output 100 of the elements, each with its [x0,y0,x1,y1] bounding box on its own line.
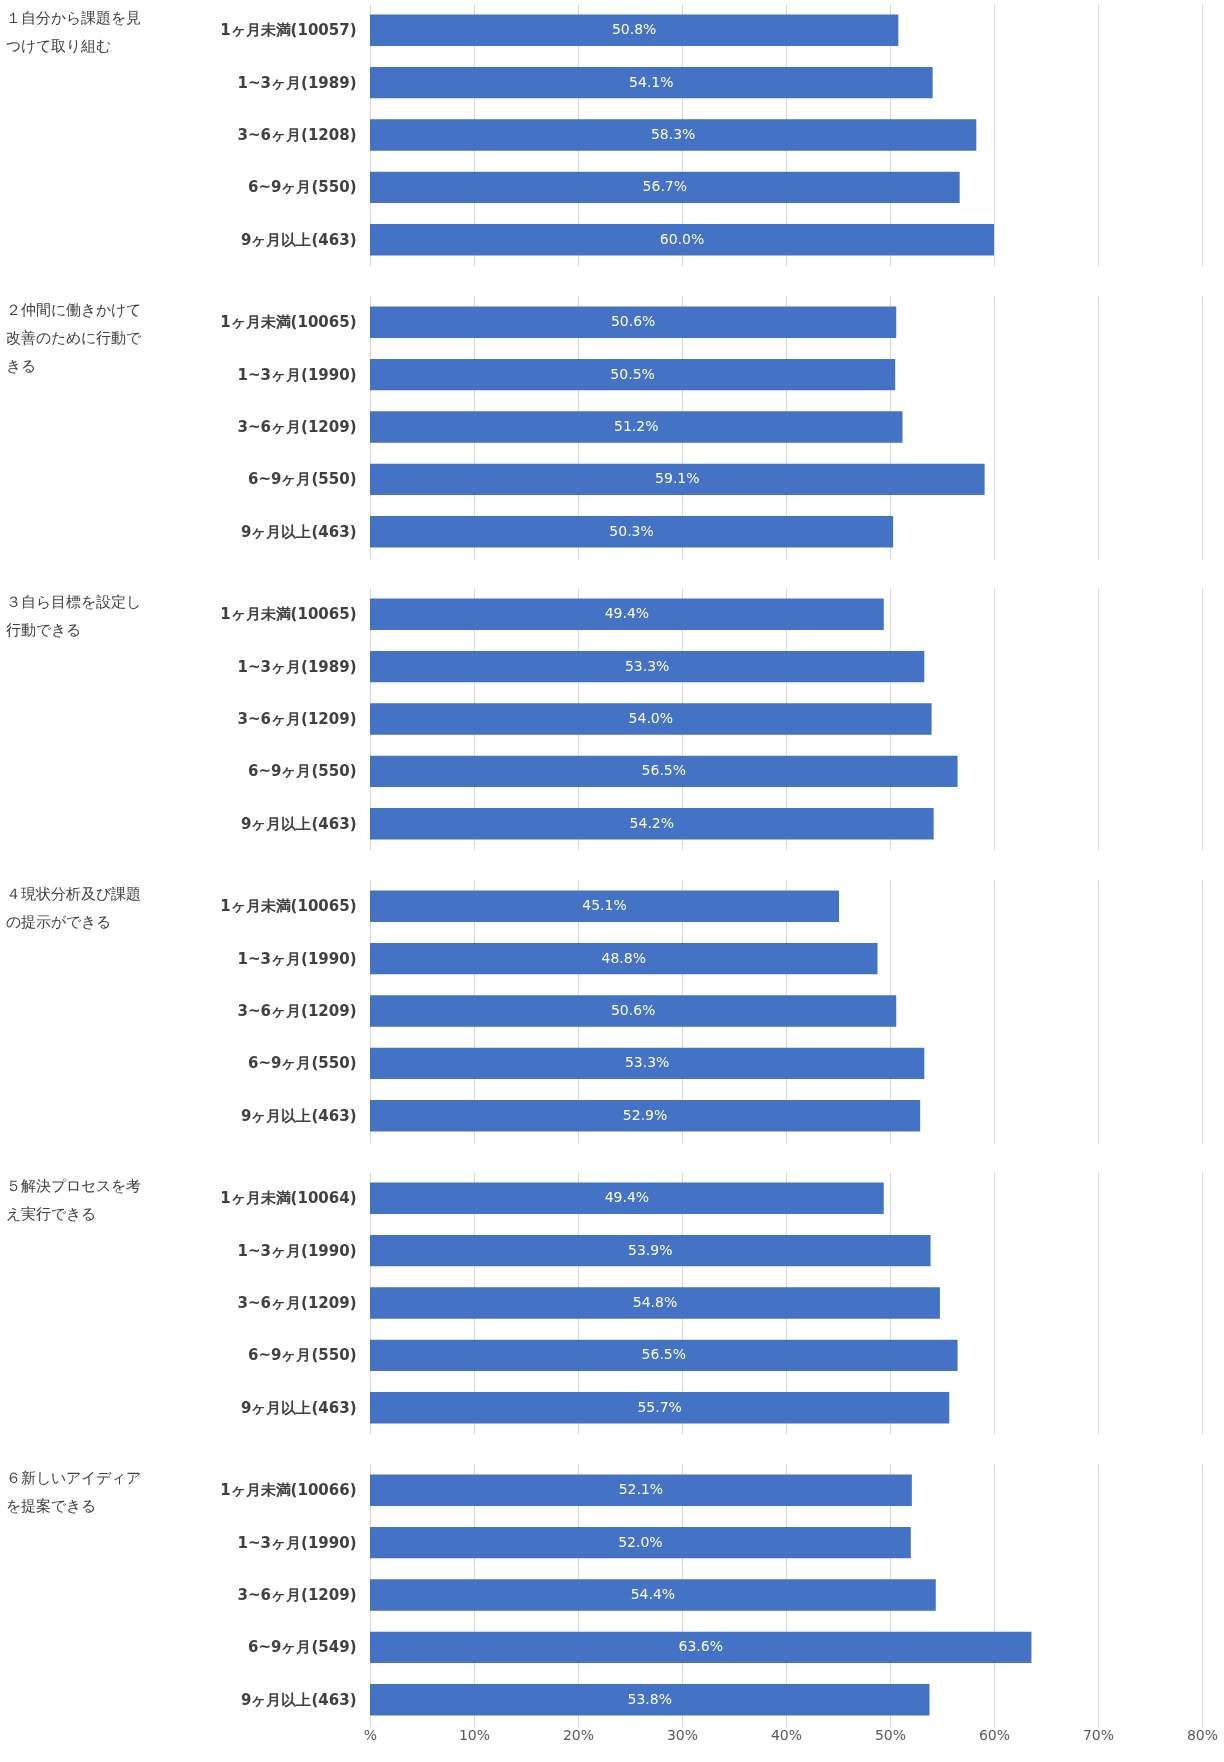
bar [370,942,878,975]
bar [370,66,933,99]
x-tick-label: % [363,1726,378,1743]
bar [370,1287,940,1319]
y-tick-label: 6~9ヶ月(549) [248,1638,357,1657]
y-tick-label: 1ヶ月未満(10065) [220,313,357,332]
x-tick-label: 40% [770,1726,803,1743]
data-label: 52.0% [618,1533,663,1550]
data-label: 56.5% [641,1346,687,1363]
y-tick-label: 6~9ヶ月(550) [248,178,357,197]
text: ４現状分析及び課題の提示ができる [5,884,141,931]
data-label: 48.8% [601,949,646,966]
y-tick-label: 9ヶ月以上(463) [241,230,357,249]
data-label: 53.3% [624,1054,670,1071]
x-tick-label: 20% [562,1726,595,1743]
data-label: 54.0% [628,710,674,726]
data-label: 55.7% [637,1398,682,1415]
bar [370,358,896,391]
data-label: 50.5% [610,365,655,382]
text: ６新しいアイディアを提案できる [5,1468,141,1515]
y-tick-label: 3~6ヶ月(1208) [237,126,357,144]
y-tick-label: 3~6ヶ月(1209) [237,1586,357,1604]
y-tick-label: 1~3ヶ月(1989) [237,657,357,676]
data-label: 59.1% [655,470,700,487]
bar [370,119,977,151]
bar [370,650,925,683]
data-label: 49.4% [604,1189,650,1206]
y-tick-label: 9ヶ月以上(463) [241,1690,357,1709]
text: １自分から課題を見つけて取り組む [5,8,141,55]
bar [370,1100,921,1132]
x-tick-label: 80% [1186,1726,1219,1743]
bar [370,1631,1032,1664]
bar [370,14,899,46]
y-tick-label: 3~6ヶ月(1209) [237,418,357,436]
bar [370,1339,958,1372]
y-tick-label: 3~6ヶ月(1209) [237,1294,357,1312]
y-tick-label: 6~9ヶ月(550) [248,762,357,781]
y-tick-label: 1~3ヶ月(1990) [237,365,357,384]
x-tick-label: 60% [978,1726,1011,1743]
bar [370,703,932,735]
y-tick-label: 3~6ヶ月(1209) [237,710,357,728]
bar [370,516,894,548]
data-label: 56.7% [642,178,688,195]
y-tick-label: 3~6ヶ月(1209) [237,1002,357,1020]
y-tick-label: 1ヶ月未満(10064) [220,1189,357,1208]
data-label: 50.3% [609,522,654,539]
x-tick-label: 10% [458,1726,491,1743]
bar [370,1579,936,1611]
text: ２仲間に働きかけて改善のために行動できる [5,300,142,375]
y-tick-label: 6~9ヶ月(550) [248,1054,357,1073]
bar [370,1182,884,1214]
data-label: 49.4% [604,605,650,622]
y-tick-label: 1~3ヶ月(1990) [237,1241,357,1260]
data-label: 50.6% [610,313,656,330]
y-tick-label: 9ヶ月以上(463) [241,1106,357,1125]
y-tick-label: 1ヶ月未満(10065) [220,605,357,624]
y-tick-label: 1~3ヶ月(1989) [237,73,357,92]
data-label: 54.4% [630,1586,676,1602]
y-tick-label: 1~3ヶ月(1990) [237,949,357,968]
bar [370,306,897,338]
bar [370,463,985,496]
data-label: 53.8% [627,1690,672,1707]
y-tick-label: 1ヶ月未満(10065) [220,897,357,916]
data-label: 45.1% [582,897,627,914]
y-tick-label: 1~3ヶ月(1990) [237,1533,357,1552]
y-tick-label: 6~9ヶ月(550) [248,470,357,489]
data-label: 60.0% [659,230,705,247]
data-label: 53.3% [624,657,670,674]
bar [370,171,960,204]
data-label: 56.5% [641,762,687,779]
y-tick-label: 1ヶ月未満(10057) [220,21,357,40]
data-label: 51.2% [614,418,659,434]
text: ５解決プロセスを考え実行できる [5,1176,141,1223]
data-label: 54.1% [629,73,674,90]
y-tick-label: 6~9ヶ月(550) [248,1346,357,1365]
bar [370,598,884,630]
y-tick-label: 9ヶ月以上(463) [241,522,357,541]
data-label: 50.8% [611,21,657,38]
bar [370,224,994,256]
bar [370,1047,925,1080]
bar [370,1684,930,1716]
bar [370,411,903,443]
bar [370,890,840,922]
data-label: 50.6% [610,1002,656,1018]
bar [370,808,934,840]
data-label: 58.3% [650,126,696,142]
bar [370,1474,912,1506]
data-label: 54.8% [632,1294,678,1310]
x-tick-label: 30% [666,1726,699,1743]
text: ３自ら目標を設定し行動できる [5,592,141,639]
bar [370,755,958,788]
data-label: 52.9% [622,1106,668,1123]
y-tick-label: 9ヶ月以上(463) [241,814,357,833]
bar [370,1234,931,1267]
x-tick-label: 50% [874,1726,907,1743]
data-label: 53.9% [628,1241,673,1258]
data-label: 52.1% [618,1481,664,1498]
data-label: 63.6% [678,1638,723,1655]
y-tick-label: 1ヶ月未満(10066) [220,1481,357,1500]
bar [370,995,897,1027]
